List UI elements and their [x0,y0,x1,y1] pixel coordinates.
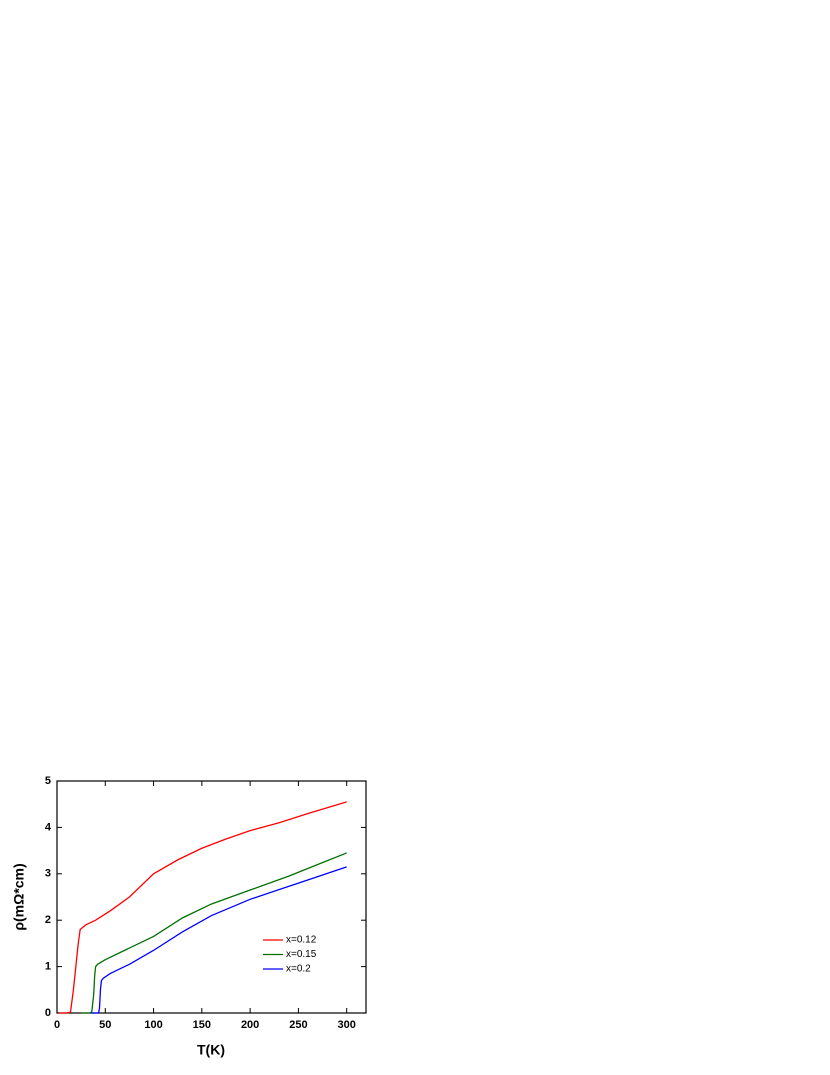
plot-frame [56,780,367,1014]
x-tick-label: 300 [338,1019,356,1031]
x-tick-label: 200 [241,1019,259,1031]
legend-label: x=0.2 [286,964,311,975]
x-tick-label: 100 [144,1019,162,1031]
series-line [90,866,347,1014]
y-tick-label: 5 [45,775,51,787]
y-tick-label: 3 [45,868,51,880]
x-axis-label: T(K) [197,1042,225,1058]
legend-label: x=0.12 [286,935,317,946]
legend-label: x=0.15 [286,949,317,960]
series-line [58,801,347,1014]
x-tick-label: 50 [99,1019,111,1031]
x-tick-label: 150 [193,1019,211,1031]
y-tick-label: 4 [45,821,52,833]
y-axis-label: ρ(mΩ*cm) [11,863,27,930]
y-tick-label: 2 [45,914,51,926]
y-tick-label: 1 [45,961,51,973]
x-tick-label: 0 [54,1019,60,1031]
series-line [81,852,347,1014]
x-tick-label: 250 [289,1019,307,1031]
y-tick-label: 0 [45,1007,51,1019]
